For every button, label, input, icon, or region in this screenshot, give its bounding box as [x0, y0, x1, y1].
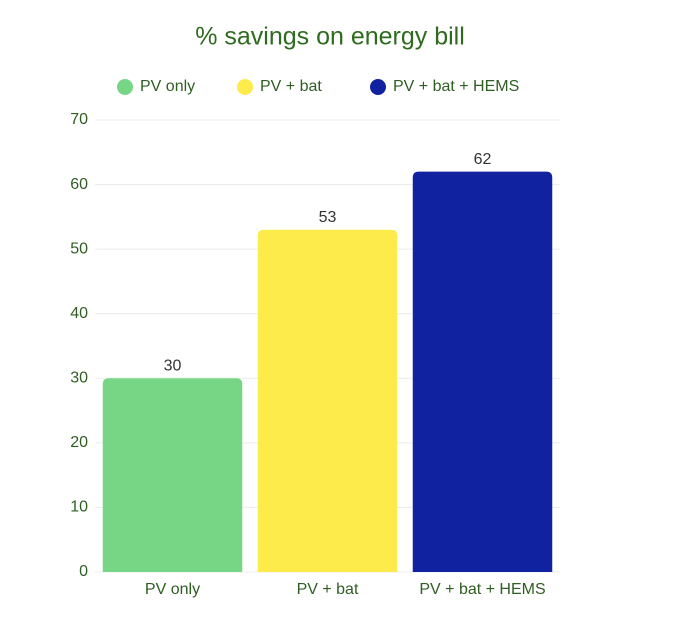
y-tick-label: 0	[79, 563, 88, 580]
y-tick-label: 60	[70, 176, 88, 193]
y-tick-label: 20	[70, 434, 88, 451]
y-tick-label: 40	[70, 305, 88, 322]
chart-title: % savings on energy bill	[195, 23, 465, 51]
bar	[412, 171, 553, 572]
y-tick-label: 10	[70, 499, 88, 516]
data-label: 30	[164, 358, 182, 375]
x-tick-label: PV + bat	[297, 581, 359, 598]
x-tick-label: PV + bat + HEMS	[419, 581, 545, 598]
y-tick-label: 30	[70, 370, 88, 387]
data-label: 53	[319, 209, 337, 226]
bar	[102, 378, 243, 572]
legend-label: PV only	[140, 78, 195, 95]
legend-label: PV + bat	[260, 78, 322, 95]
legend-swatch	[117, 79, 133, 95]
legend-swatch	[237, 79, 253, 95]
y-tick-label: 70	[70, 111, 88, 128]
legend-label: PV + bat + HEMS	[393, 78, 519, 95]
y-tick-label: 50	[70, 240, 88, 257]
legend-swatch	[370, 79, 386, 95]
bar	[257, 229, 398, 572]
data-label: 62	[474, 151, 492, 168]
x-tick-label: PV only	[145, 581, 200, 598]
